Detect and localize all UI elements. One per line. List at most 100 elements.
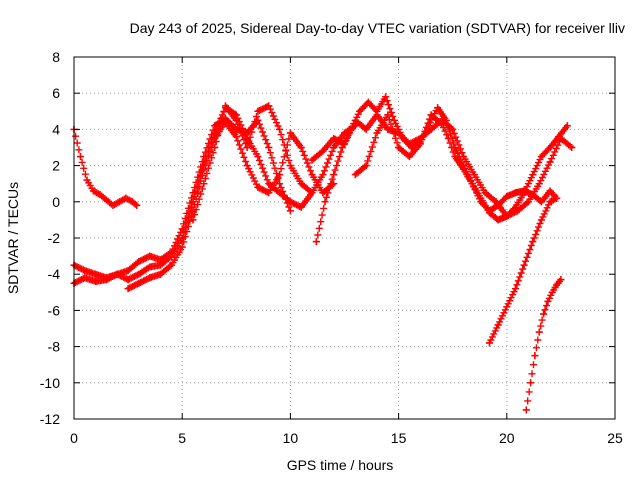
series-markers [522,276,565,414]
y-tick-label: -4 [48,266,61,282]
data-point [81,267,89,275]
data-point [546,187,554,195]
data-point [503,212,511,220]
data-point [265,102,273,110]
data-point [451,153,459,161]
data-point [470,171,478,179]
data-point [115,198,123,206]
data-point [546,158,554,166]
data-point [297,180,305,188]
data-layer [70,93,576,414]
data-point [390,116,398,124]
data-point [468,180,476,188]
data-point [232,125,240,133]
data-point [135,258,143,266]
data-point [546,198,554,206]
data-point [520,189,528,197]
data-point [356,107,364,115]
axis-ticks: 0 5 10 15 20 25 -12 -10 -8 -6 -4 -2 0 2 4 6 8 [40,49,623,446]
data-point [568,144,576,151]
data-point [492,198,500,206]
y-tick-label: -10 [40,375,60,391]
data-point [254,116,262,124]
data-point [297,203,305,211]
data-point [341,140,348,148]
data-point [92,277,100,285]
data-point [178,234,186,242]
y-tick-label: 6 [52,85,60,101]
data-point [330,144,338,151]
data-point [330,171,338,179]
data-point [276,171,284,179]
data-point [319,171,327,179]
data-point [189,216,197,224]
data-point [89,187,97,195]
data-point [494,216,502,224]
data-point [529,171,537,179]
data-point [553,194,561,202]
x-tick-label: 25 [607,430,623,446]
data-point [503,303,511,311]
data-point [81,274,89,282]
data-point [232,116,240,124]
data-point [308,189,316,197]
data-point [122,194,130,202]
data-point [113,270,121,278]
y-tick-label: -2 [48,230,61,246]
data-point [276,180,284,188]
data-point [494,321,502,329]
data-point [157,261,165,269]
data-point [102,274,110,282]
data-point [83,176,91,184]
data-point [312,238,320,246]
data-point [146,263,154,271]
data-point [416,140,424,148]
data-point [308,171,316,179]
series-track-4 [124,118,338,293]
y-tick-label: -12 [40,411,60,427]
data-point [146,252,154,260]
data-point [232,133,240,141]
chart-title: Day 243 of 2025, Sidereal Day-to-day VTE… [130,20,625,36]
data-point [254,107,262,115]
data-point [135,270,143,278]
data-point [537,216,545,224]
data-point [102,196,110,204]
data-point [384,111,392,119]
data-point [254,183,262,191]
data-point [427,111,435,119]
data-point [511,189,519,197]
data-point [128,198,136,206]
series-markers [312,93,561,246]
x-tick-label: 20 [499,430,515,446]
y-tick-label: 2 [52,158,60,174]
data-point [511,285,519,293]
data-point [308,156,316,164]
data-point [178,225,186,233]
x-tick-label: 0 [70,430,78,446]
data-point [133,201,141,209]
data-point [364,98,372,106]
data-point [211,144,219,151]
data-point [351,116,359,124]
data-point [265,189,273,197]
y-tick-label: -8 [48,339,61,355]
data-point [382,93,390,101]
data-point [362,125,370,133]
data-point [221,118,229,126]
data-point [167,261,175,269]
data-point [321,198,329,206]
data-point [460,153,468,161]
data-point [254,153,262,161]
data-point [537,198,545,206]
data-point [276,125,284,133]
data-point [481,189,489,197]
data-point [243,134,251,142]
data-point [157,270,165,278]
data-point [553,281,561,289]
data-point [265,180,273,188]
data-point [449,125,457,133]
data-point [373,129,381,137]
data-point [124,285,132,293]
